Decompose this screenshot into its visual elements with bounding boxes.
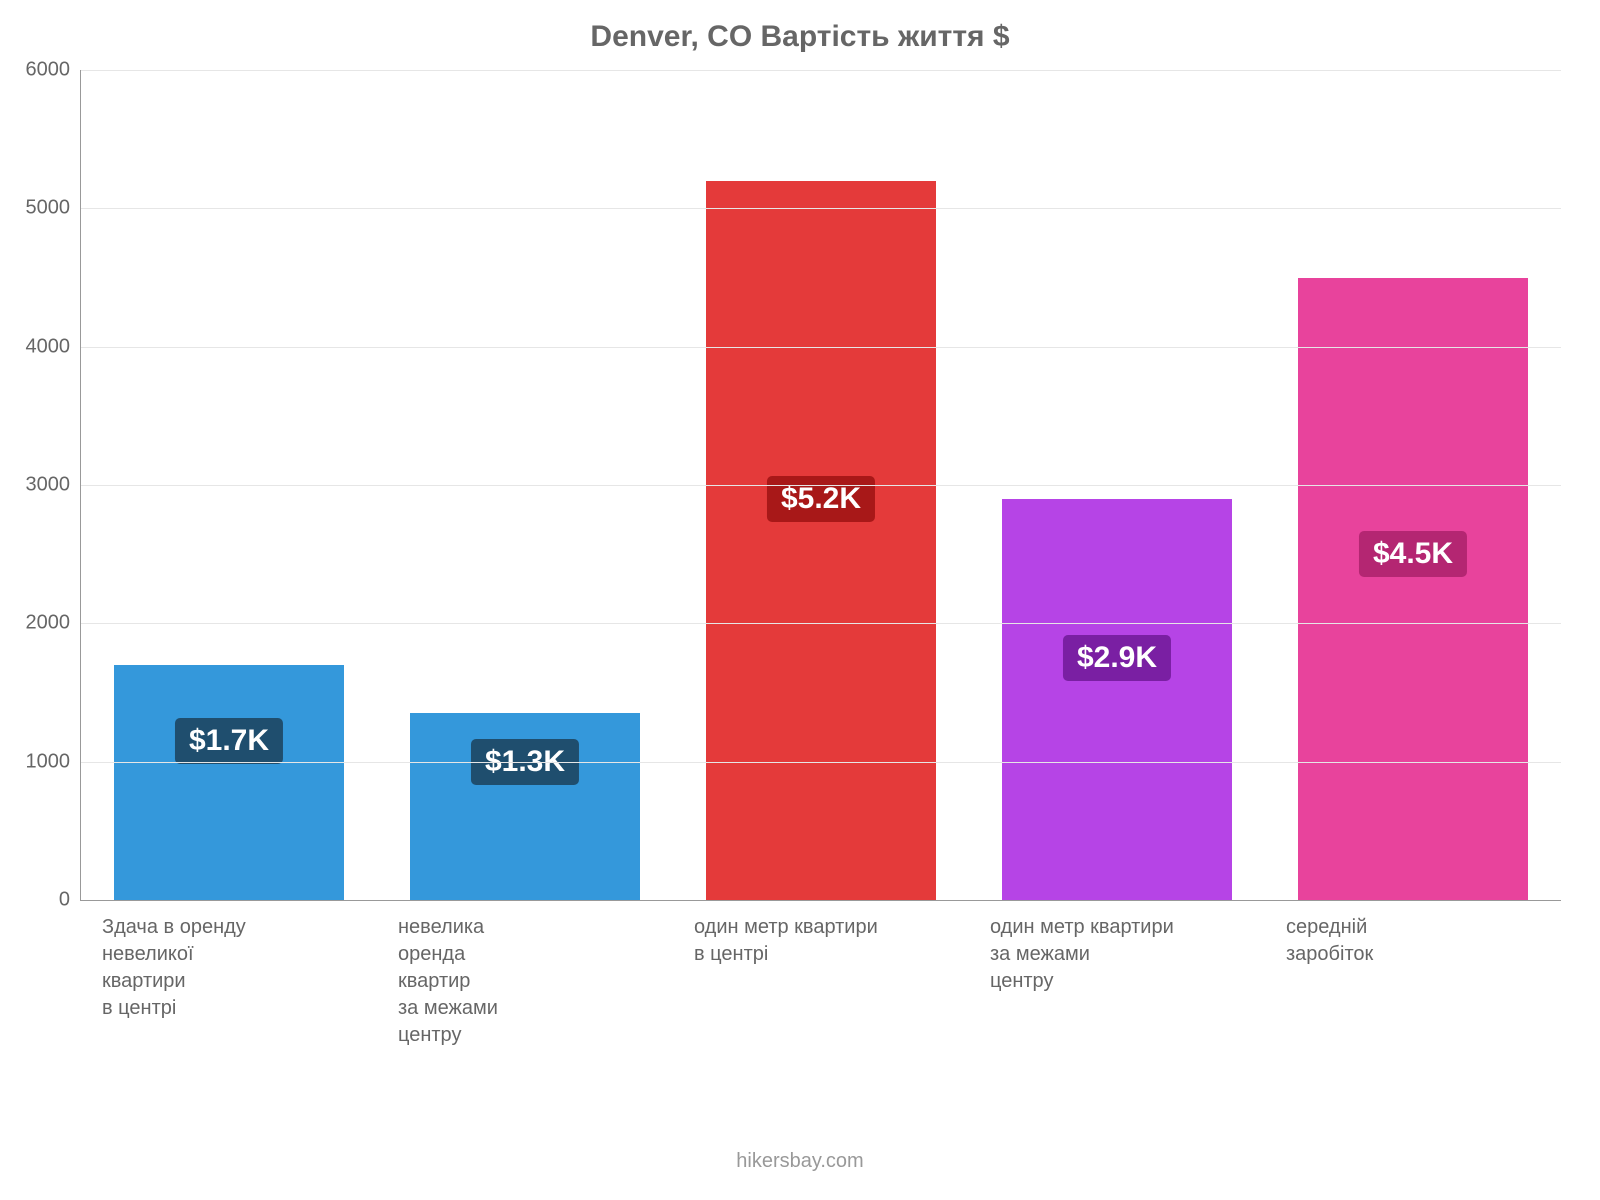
bar-value-label: $1.7K — [175, 718, 283, 764]
y-tick-label: 6000 — [0, 59, 70, 82]
bar: $1.7K — [114, 665, 345, 900]
y-tick-label: 5000 — [0, 197, 70, 220]
x-label-slot: один метр квартири в центрі — [672, 900, 968, 1049]
y-tick-label: 0 — [0, 889, 70, 912]
gridline — [81, 208, 1561, 209]
bar-value-label: $2.9K — [1063, 635, 1171, 681]
x-label-slot: один метр квартири за межами центру — [968, 900, 1264, 1049]
y-tick-label: 1000 — [0, 750, 70, 773]
gridline — [81, 762, 1561, 763]
bar: $2.9K — [1002, 499, 1233, 900]
y-tick-label: 3000 — [0, 474, 70, 497]
x-axis-label: невелика оренда квартир за межами центру — [398, 914, 650, 1049]
gridline — [81, 347, 1561, 348]
bar-value-label: $5.2K — [767, 476, 875, 522]
y-tick-label: 4000 — [0, 335, 70, 358]
x-axis-label: Здача в оренду невеликої квартири в цент… — [102, 914, 354, 1022]
x-label-slot: Здача в оренду невеликої квартири в цент… — [80, 900, 376, 1049]
chart-root: Denver, CO Вартість життя $ $1.7K $1.3K $5… — [0, 0, 1600, 1200]
gridline — [81, 70, 1561, 71]
bar: $5.2K — [706, 181, 937, 900]
gridline — [81, 485, 1561, 486]
x-axis-label: один метр квартири в центрі — [694, 914, 946, 968]
bar-value-label: $4.5K — [1359, 531, 1467, 577]
chart-footer: hikersbay.com — [0, 1150, 1600, 1173]
bar: $1.3K — [410, 713, 641, 900]
gridline — [81, 623, 1561, 624]
plot-area: $1.7K $1.3K $5.2K $2.9K $4.5K — [80, 70, 1561, 901]
x-axis-label: один метр квартири за межами центру — [990, 914, 1242, 995]
x-axis-label: середній заробіток — [1286, 914, 1538, 968]
x-label-slot: невелика оренда квартир за межами центру — [376, 900, 672, 1049]
y-tick-label: 2000 — [0, 612, 70, 635]
x-axis-labels: Здача в оренду невеликої квартири в цент… — [80, 900, 1560, 1049]
x-label-slot: середній заробіток — [1264, 900, 1560, 1049]
bar: $4.5K — [1298, 278, 1529, 901]
chart-title: Denver, CO Вартість життя $ — [0, 20, 1600, 54]
